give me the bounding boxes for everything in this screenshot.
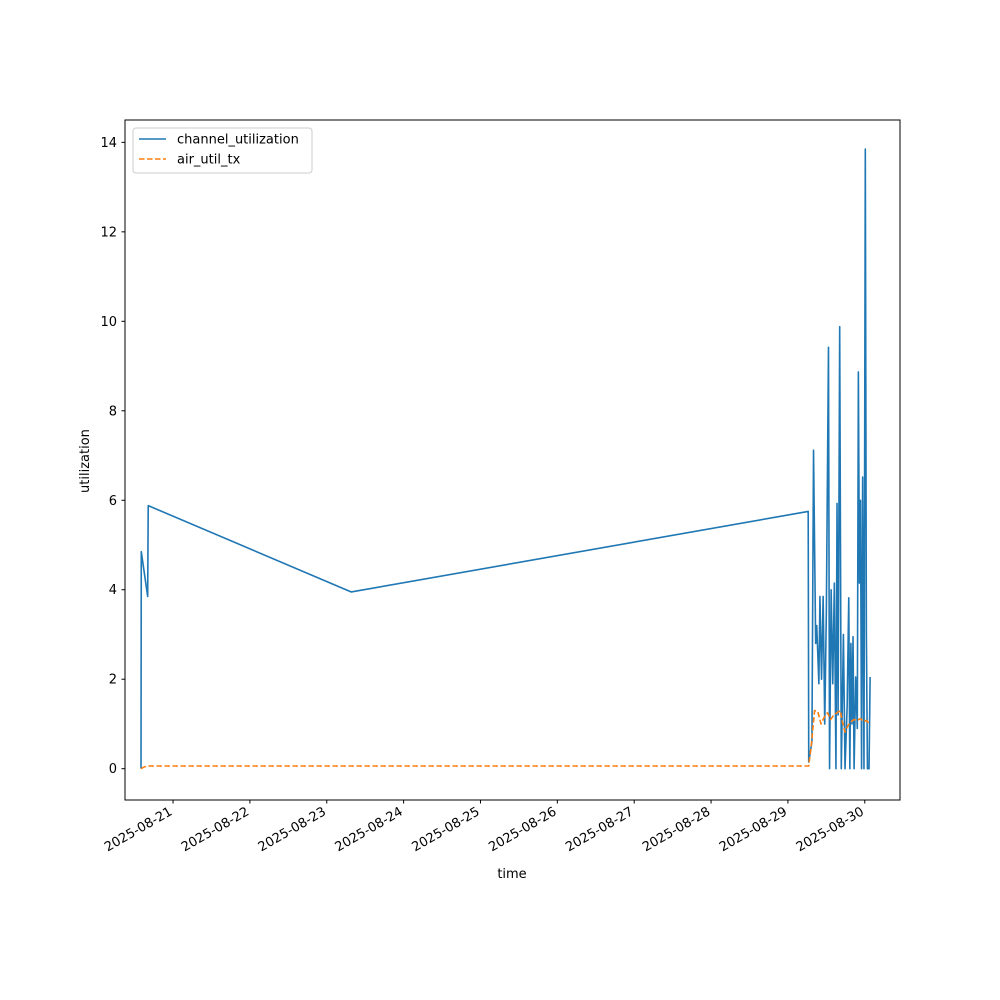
- y-tick-label: 4: [109, 583, 117, 598]
- plot-frame: [124, 119, 901, 801]
- legend: channel_utilization air_util_tx: [132, 127, 313, 174]
- y-tick-label: 10: [100, 315, 117, 330]
- y-tick-label: 6: [109, 494, 117, 509]
- y-axis-label: utilization: [78, 429, 93, 493]
- series-line-channel-utilization: [140, 148, 871, 770]
- legend-box: [132, 127, 313, 174]
- x-axis-label: time: [497, 867, 526, 882]
- y-tick-label: 14: [100, 136, 117, 151]
- legend-label-air-util-tx: air_util_tx: [177, 153, 241, 168]
- y-tick-label: 8: [109, 404, 117, 419]
- series-line-air-util-tx: [140, 709, 871, 770]
- y-tick-label: 12: [100, 225, 117, 240]
- y-tick-label: 2: [109, 673, 117, 688]
- y-tick-label: 0: [109, 762, 117, 777]
- plot-area: [140, 148, 871, 770]
- legend-label-channel-utilization: channel_utilization: [177, 133, 299, 148]
